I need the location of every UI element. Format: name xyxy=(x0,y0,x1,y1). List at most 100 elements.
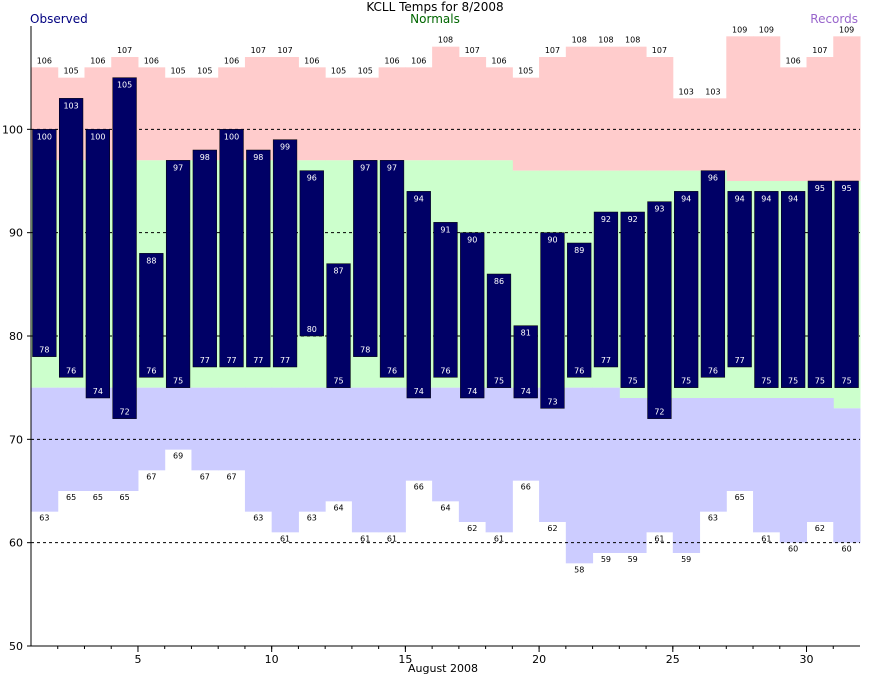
record-low-label: 67 xyxy=(146,472,156,481)
observed-bar xyxy=(219,129,244,368)
record-low-label: 66 xyxy=(414,483,424,492)
observed-high-label: 92 xyxy=(601,215,611,224)
record-high-band xyxy=(699,98,727,171)
observed-low-label: 77 xyxy=(280,356,290,365)
record-high-label: 108 xyxy=(572,36,587,45)
record-high-label: 107 xyxy=(465,46,480,55)
x-tick-label: 5 xyxy=(134,653,141,666)
observed-bar xyxy=(781,191,806,388)
record-low-label: 59 xyxy=(601,555,611,564)
observed-bar xyxy=(139,253,164,378)
y-tick-label: 60 xyxy=(9,537,23,550)
observed-low-label: 77 xyxy=(601,356,611,365)
observed-bar xyxy=(727,191,752,368)
record-high-label: 108 xyxy=(625,36,640,45)
observed-bar xyxy=(326,263,351,388)
record-low-label: 65 xyxy=(93,493,103,502)
observed-bar xyxy=(647,201,672,419)
record-low-label: 67 xyxy=(226,472,236,481)
record-high-label: 107 xyxy=(812,46,827,55)
record-high-label: 106 xyxy=(304,56,319,65)
observed-low-label: 75 xyxy=(173,377,183,386)
observed-low-label: 75 xyxy=(681,377,691,386)
observed-bar xyxy=(593,211,619,368)
observed-bar xyxy=(807,180,833,388)
observed-low-label: 72 xyxy=(654,408,664,417)
record-high-band xyxy=(325,77,353,161)
observed-low-label: 72 xyxy=(120,408,130,417)
record-low-label: 63 xyxy=(708,514,718,523)
observed-high-label: 90 xyxy=(547,236,557,245)
record-high-label: 106 xyxy=(90,56,105,65)
record-high-band xyxy=(351,77,380,161)
observed-bar xyxy=(540,232,565,409)
x-axis-label: August 2008 xyxy=(408,662,478,675)
observed-high-label: 97 xyxy=(360,163,370,172)
observed-low-label: 76 xyxy=(387,366,397,375)
observed-bar xyxy=(379,160,405,378)
record-high-band xyxy=(726,36,754,182)
x-tick-label: 30 xyxy=(800,653,814,666)
record-low-label: 61 xyxy=(360,534,370,543)
observed-bar xyxy=(353,160,378,357)
observed-bar xyxy=(620,211,645,388)
y-tick-label: 100 xyxy=(2,123,23,136)
observed-high-label: 99 xyxy=(280,143,290,152)
record-high-band xyxy=(753,36,781,182)
record-low-label: 60 xyxy=(842,545,852,554)
observed-low-label: 75 xyxy=(761,377,771,386)
observed-high-label: 90 xyxy=(467,236,477,245)
observed-high-label: 96 xyxy=(708,174,718,183)
observed-high-label: 81 xyxy=(521,329,531,338)
record-high-label: 107 xyxy=(652,46,667,55)
observed-high-label: 89 xyxy=(574,246,584,255)
record-high-label: 108 xyxy=(438,36,453,45)
observed-high-label: 100 xyxy=(224,132,239,141)
observed-low-label: 74 xyxy=(521,387,531,396)
record-low-label: 59 xyxy=(681,555,691,564)
record-low-band xyxy=(646,398,674,533)
record-low-band xyxy=(244,387,273,512)
record-low-band xyxy=(298,387,326,512)
observed-low-label: 74 xyxy=(414,387,424,396)
observed-high-label: 92 xyxy=(628,215,638,224)
record-low-band xyxy=(271,387,299,533)
observed-bar xyxy=(246,149,271,368)
record-high-band xyxy=(646,57,674,171)
record-low-band xyxy=(539,387,567,522)
record-high-band xyxy=(432,46,460,161)
observed-bar xyxy=(192,149,217,368)
observed-high-label: 100 xyxy=(37,132,52,141)
observed-high-label: 95 xyxy=(815,184,825,193)
record-high-label: 107 xyxy=(277,46,292,55)
record-low-label: 63 xyxy=(39,514,49,523)
y-tick-label: 90 xyxy=(9,227,23,240)
y-tick-label: 80 xyxy=(9,330,23,343)
observed-bar xyxy=(460,232,485,399)
record-low-band xyxy=(31,387,59,512)
observed-high-label: 98 xyxy=(200,153,210,162)
record-high-band xyxy=(405,67,433,161)
record-high-label: 107 xyxy=(117,46,132,55)
observed-bar xyxy=(58,98,84,378)
record-low-band xyxy=(726,398,754,491)
record-low-label: 61 xyxy=(761,534,771,543)
record-high-label: 106 xyxy=(384,56,399,65)
record-high-label: 105 xyxy=(331,67,346,76)
observed-low-label: 73 xyxy=(547,397,557,406)
record-high-band xyxy=(137,67,166,161)
record-low-label: 63 xyxy=(307,514,317,523)
record-high-label: 106 xyxy=(491,56,506,65)
record-low-band xyxy=(458,387,487,522)
observed-bar xyxy=(700,170,726,378)
record-high-label: 106 xyxy=(37,56,52,65)
record-low-band xyxy=(378,387,406,533)
record-low-label: 61 xyxy=(387,534,397,543)
record-low-label: 62 xyxy=(815,524,825,533)
observed-low-label: 77 xyxy=(226,356,236,365)
record-low-label: 65 xyxy=(735,493,745,502)
record-high-band xyxy=(619,46,647,171)
x-tick-label: 20 xyxy=(532,653,546,666)
observed-high-label: 94 xyxy=(681,194,691,203)
